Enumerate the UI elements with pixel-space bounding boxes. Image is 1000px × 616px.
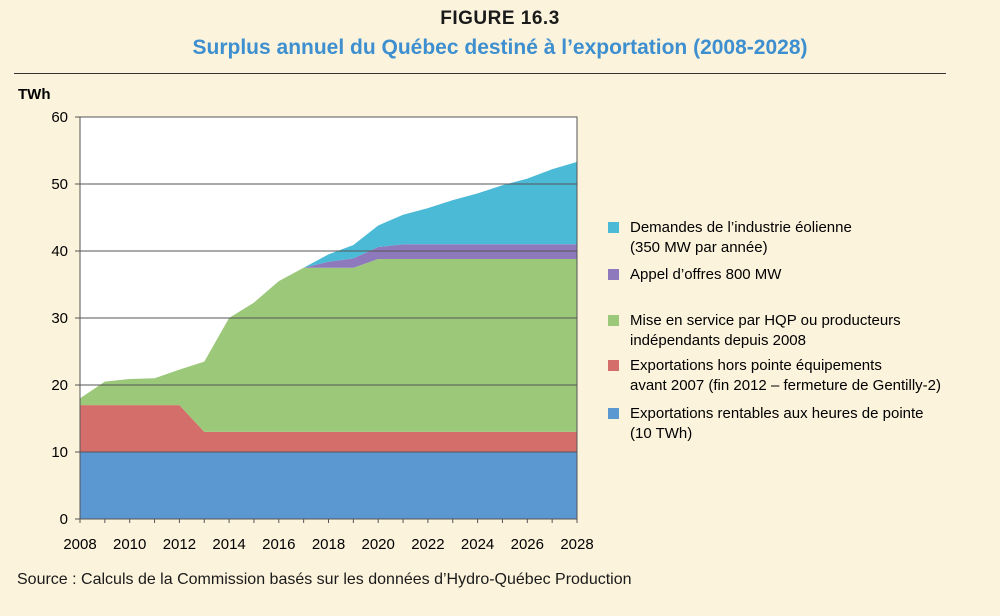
y-tick-label-30: 30: [51, 310, 68, 327]
legend-swatch-5: [608, 408, 619, 419]
legend-swatch-2: [608, 269, 619, 280]
y-axis: 0 10 20 30 40 50 60: [51, 109, 80, 528]
x-tick-label-2018: 2018: [312, 536, 345, 553]
source-note: Source : Calculs de la Commission basés …: [17, 571, 632, 588]
area-layers: [80, 161, 577, 519]
area-series-3: [80, 259, 577, 432]
legend-label-3-1: Mise en service par HQP ou producteurs: [630, 312, 901, 329]
gridlines: [80, 183, 577, 453]
x-tick-label-2028: 2028: [560, 536, 593, 553]
legend-label-5-1: Exportations rentables aux heures de poi…: [630, 405, 924, 422]
legend: Demandes de l’industrie éolienne (350 MW …: [608, 219, 941, 442]
y-tick-label-10: 10: [51, 444, 68, 461]
area-series-1: [80, 452, 577, 519]
y-tick-label-60: 60: [51, 109, 68, 126]
legend-label-5-2: (10 TWh): [630, 425, 692, 442]
y-axis-label: TWh: [18, 86, 50, 103]
x-tick-label-2008: 2008: [63, 536, 96, 553]
area-series-5: [80, 161, 577, 399]
area-series-2: [80, 405, 577, 452]
x-tick-label-2010: 2010: [113, 536, 146, 553]
y-tick-label-40: 40: [51, 243, 68, 260]
x-tick-label-2012: 2012: [163, 536, 196, 553]
x-tick-label-2024: 2024: [461, 536, 494, 553]
y-tick-label-50: 50: [51, 176, 68, 193]
legend-label-2-1: Appel d’offres 800 MW: [630, 266, 782, 283]
legend-label-4-1: Exportations hors pointe équipements: [630, 357, 882, 374]
x-axis: 2008 2010 2012 2014 2016 2018 2020 2022 2024 2026…: [63, 519, 594, 553]
title-divider: [14, 73, 946, 74]
figure-label: FIGURE 16.3: [440, 8, 560, 29]
legend-label-3-2: indépendants depuis 2008: [630, 332, 806, 349]
x-tick-label-2026: 2026: [511, 536, 544, 553]
y-tick-label-0: 0: [60, 511, 68, 528]
y-tick-label-20: 20: [51, 377, 68, 394]
x-tick-label-2014: 2014: [212, 536, 245, 553]
legend-label-1-1: Demandes de l’industrie éolienne: [630, 219, 852, 236]
x-tick-label-2016: 2016: [262, 536, 295, 553]
legend-swatch-4: [608, 360, 619, 371]
legend-swatch-1: [608, 222, 619, 233]
x-tick-label-2022: 2022: [411, 536, 444, 553]
legend-label-1-2: (350 MW par année): [630, 239, 768, 256]
chart-title: Surplus annuel du Québec destiné à l’exp…: [192, 36, 808, 59]
x-tick-label-2020: 2020: [362, 536, 395, 553]
legend-label-4-2: avant 2007 (fin 2012 – fermeture de Gent…: [630, 377, 941, 394]
legend-swatch-3: [608, 315, 619, 326]
